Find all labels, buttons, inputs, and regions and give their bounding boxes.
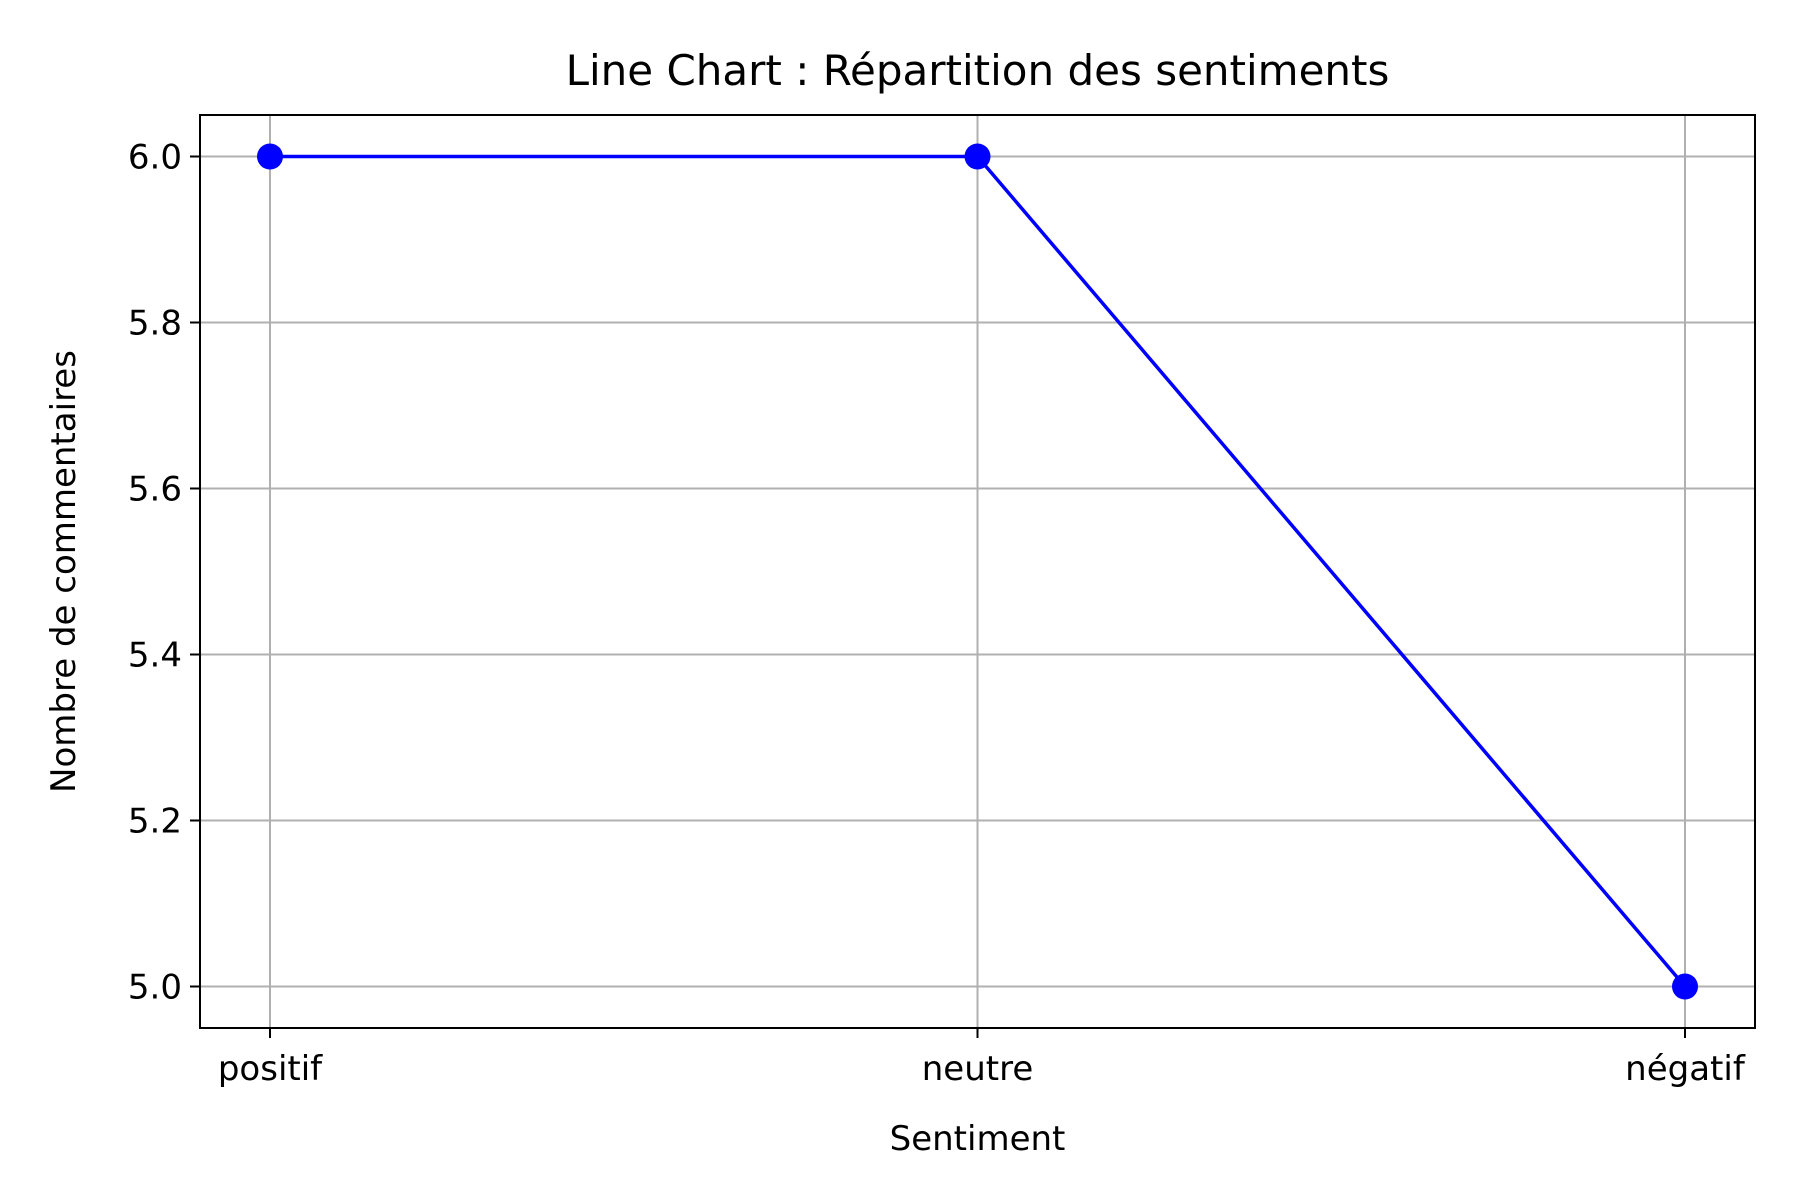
y-axis-label: Nombre de commentaires (44, 350, 84, 793)
y-tick-label: 5.0 (128, 968, 182, 1008)
chart-title: Line Chart : Répartition des sentiments (566, 46, 1390, 95)
series-layer (257, 143, 1698, 1000)
data-point-marker (1672, 973, 1698, 1000)
x-axis-label: Sentiment (890, 1119, 1066, 1159)
y-tick-label: 5.8 (128, 304, 182, 344)
x-tick-label: positif (218, 1049, 323, 1089)
y-tick-label: 5.6 (128, 470, 182, 510)
y-tick-label: 5.4 (128, 636, 182, 676)
y-tick-label: 6.0 (128, 138, 182, 178)
y-tick-label: 5.2 (128, 802, 182, 842)
data-point-marker (257, 143, 283, 170)
x-tick-label: neutre (922, 1049, 1034, 1089)
data-point-marker (964, 143, 991, 170)
x-tick-label: négatif (1625, 1049, 1746, 1089)
ticks: 5.0 5.2 5.4 5.6 5.8 6.0 positif neutre négatif (128, 138, 1746, 1090)
